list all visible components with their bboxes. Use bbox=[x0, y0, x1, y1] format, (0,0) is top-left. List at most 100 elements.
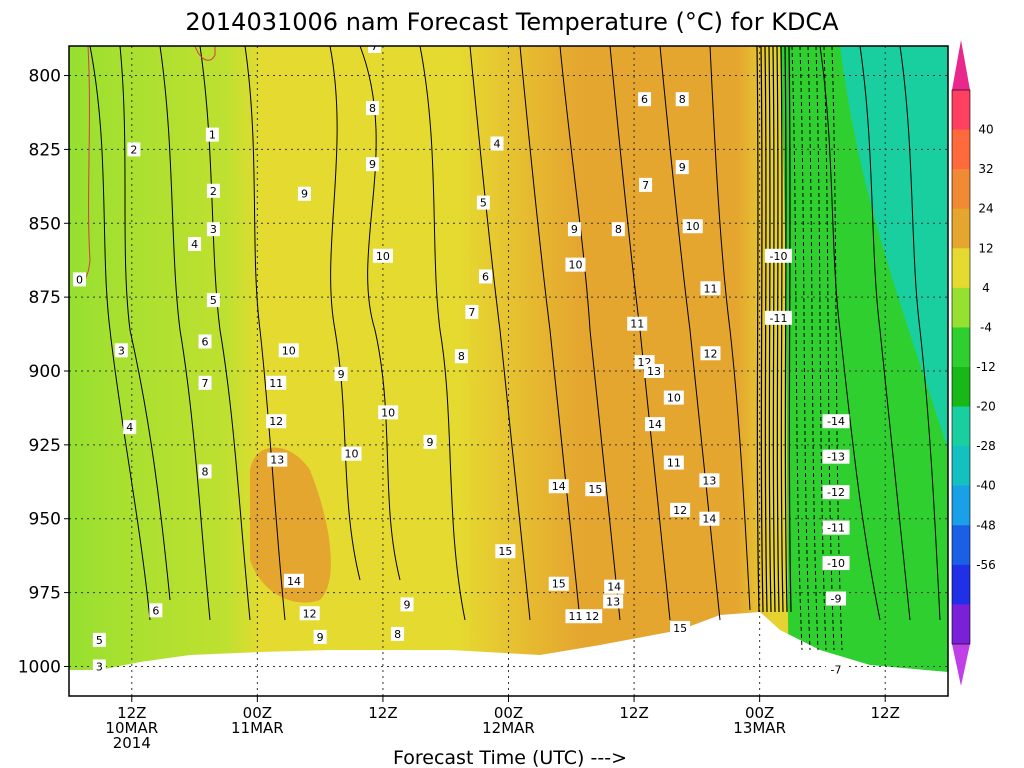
freezing-contour bbox=[194, 46, 216, 61]
contour-label: 12 bbox=[673, 504, 687, 517]
contour-label-box bbox=[638, 92, 652, 107]
contour-label: 11 bbox=[269, 377, 283, 390]
colorbar-label: 32 bbox=[978, 162, 993, 176]
contour-label-box bbox=[267, 452, 288, 467]
contour-label-box bbox=[206, 222, 220, 237]
colorbar-band bbox=[952, 564, 970, 605]
contour-label-box bbox=[198, 464, 212, 479]
contour-label: 6 bbox=[202, 335, 209, 348]
contour-label: 9 bbox=[679, 161, 686, 174]
contour-label: -11 bbox=[769, 312, 787, 325]
contour-label-box bbox=[92, 632, 106, 647]
contour-label-box bbox=[826, 591, 847, 606]
x-tick-label: 2014 bbox=[113, 734, 151, 752]
contour-label-box bbox=[368, 46, 382, 53]
contour-line bbox=[89, 46, 151, 621]
contour-line bbox=[859, 46, 911, 621]
colorbar-label: -48 bbox=[976, 518, 996, 532]
colorbar-label: -12 bbox=[976, 360, 996, 374]
contour-label-box bbox=[299, 606, 320, 621]
frontal-contour bbox=[776, 46, 780, 613]
contour-label: -13 bbox=[827, 451, 845, 464]
contour-line bbox=[469, 46, 531, 621]
contour-label: 8 bbox=[615, 223, 622, 236]
contour-label-box bbox=[675, 160, 689, 175]
frontal-contour bbox=[768, 46, 772, 613]
contour-label-box bbox=[372, 248, 393, 263]
contour-label-box bbox=[826, 662, 847, 677]
x-tick-label: 11MAR bbox=[231, 719, 284, 737]
contour-label: 3 bbox=[118, 344, 125, 357]
contour-line bbox=[329, 46, 361, 581]
contour-line bbox=[119, 46, 171, 601]
contour-label-box bbox=[454, 349, 468, 364]
contour-label-box bbox=[604, 579, 625, 594]
dashed-contour bbox=[791, 46, 803, 651]
colorbar-label: -20 bbox=[976, 400, 996, 414]
colorbar-label: -28 bbox=[976, 439, 996, 453]
contour-label-box bbox=[645, 417, 665, 432]
frontal-contour bbox=[784, 46, 788, 613]
cold-region-teal bbox=[840, 46, 948, 450]
contour-line bbox=[559, 46, 621, 621]
x-tick-label: 13MAR bbox=[733, 719, 786, 737]
contour-label: 15 bbox=[673, 622, 687, 635]
colorbar-band bbox=[952, 90, 970, 131]
contour-label: 2 bbox=[210, 185, 217, 198]
contour-label: 0 bbox=[76, 273, 83, 286]
contour-line bbox=[659, 46, 721, 621]
y-tick-label: 1000 bbox=[18, 657, 61, 677]
contour-label-box bbox=[400, 597, 414, 612]
contour-label-box bbox=[378, 405, 399, 420]
x-tick-label: 00Z bbox=[745, 704, 774, 722]
contour-label: 9 bbox=[301, 188, 308, 201]
contour-line bbox=[709, 46, 751, 611]
grid-lines bbox=[69, 46, 948, 696]
contour-label-box bbox=[567, 222, 581, 237]
contour-label-box bbox=[278, 343, 299, 358]
colorbar-label: 40 bbox=[978, 123, 993, 137]
x-tick-label: 10MAR bbox=[105, 719, 158, 737]
contour-label-box bbox=[603, 594, 624, 609]
contour-label: 5 bbox=[480, 197, 487, 210]
colorbar-band bbox=[952, 525, 970, 566]
contour-label-box bbox=[585, 482, 606, 497]
contour-label: 9 bbox=[427, 436, 434, 449]
x-axis-label: Forecast Time (UTC) ---> bbox=[393, 747, 627, 768]
contour-label: 8 bbox=[679, 93, 686, 106]
contour-label-box bbox=[188, 236, 202, 251]
contour-label: 15 bbox=[588, 483, 602, 496]
contour-label: 10 bbox=[381, 406, 395, 419]
x-tick-label: 12Z bbox=[619, 704, 648, 722]
contour-line bbox=[819, 46, 881, 621]
contour-label: 6 bbox=[482, 270, 489, 283]
contour-label-box bbox=[123, 420, 137, 435]
contour-label-box bbox=[266, 375, 287, 390]
contour-label-box bbox=[663, 455, 684, 470]
colorbar: 40 32 24 12 4 -4 -12 -20 -28 -40 -48 -56 bbox=[951, 40, 996, 686]
contour-label: 9 bbox=[369, 158, 376, 171]
contour-label-box bbox=[699, 511, 720, 526]
contour-label: 11 bbox=[703, 282, 717, 295]
colorbar-band bbox=[952, 485, 970, 526]
colorbar-label: 4 bbox=[982, 281, 990, 295]
contour-label-box bbox=[670, 621, 691, 636]
contour-label-box bbox=[334, 366, 348, 381]
contour-line bbox=[519, 46, 581, 621]
contour-label: 6 bbox=[152, 604, 159, 617]
contour-label-box bbox=[365, 157, 379, 172]
contour-label: 12 bbox=[703, 347, 717, 360]
colorbar-label: -56 bbox=[976, 558, 996, 572]
contour-label: 8 bbox=[458, 350, 465, 363]
contour-label: 13 bbox=[606, 595, 620, 608]
contour-label-box bbox=[423, 434, 437, 449]
contour-label: 14 bbox=[287, 575, 301, 588]
contour-line bbox=[159, 46, 211, 621]
contour-label: 10 bbox=[345, 448, 359, 461]
y-tick-label: 800 bbox=[29, 67, 61, 87]
contour-label: 14 bbox=[552, 480, 566, 493]
x-tick-label: 12Z bbox=[368, 704, 397, 722]
contour-label: 11 bbox=[667, 457, 681, 470]
contour-label-box bbox=[114, 343, 128, 358]
colorbar-band bbox=[952, 129, 970, 170]
